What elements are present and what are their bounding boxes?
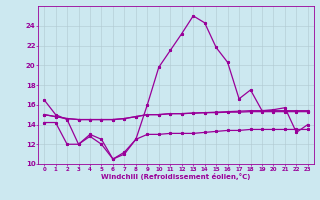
X-axis label: Windchill (Refroidissement éolien,°C): Windchill (Refroidissement éolien,°C)	[101, 173, 251, 180]
